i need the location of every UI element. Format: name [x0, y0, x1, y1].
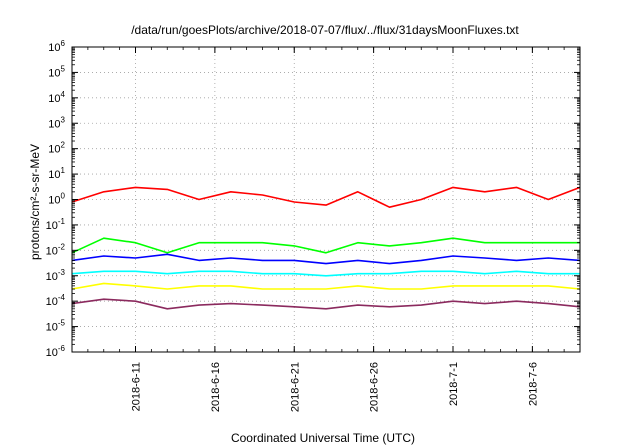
- y-tick-label: 101: [48, 166, 65, 181]
- y-tick-label: 106: [48, 39, 65, 54]
- y-tick-label: 10-5: [46, 319, 66, 334]
- x-axis-title: Coordinated Universal Time (UTC): [231, 431, 415, 445]
- plot-frame: [71, 46, 581, 353]
- y-tick-label: 10-2: [46, 242, 66, 257]
- y-tick-label: 10-6: [46, 344, 66, 359]
- series-line-1: [71, 186, 581, 208]
- y-tick-label: 105: [48, 64, 65, 79]
- series-line-2: [71, 237, 580, 254]
- y-axis-title: protons/cm²-s-sr-MeV: [28, 144, 42, 260]
- x-tick-label: 2018-6-21: [289, 362, 301, 412]
- chart-title: /data/run/goesPlots/archive/2018-07-07/f…: [131, 23, 519, 37]
- series-line-3: [71, 270, 580, 277]
- y-tick-label: 102: [48, 141, 65, 156]
- x-tick-label: 2018-7-1: [448, 362, 460, 406]
- series-layer: [71, 186, 581, 310]
- y-tick-label: 104: [48, 90, 65, 105]
- y-tick-label: 10-1: [46, 217, 66, 232]
- grid: [72, 47, 580, 352]
- series-line-4: [71, 253, 581, 265]
- y-tick-label: 103: [48, 115, 65, 130]
- x-tick-label: 2018-7-6: [527, 362, 539, 406]
- x-tick-label: 2018-6-11: [131, 362, 143, 411]
- series-line-5: [71, 282, 581, 290]
- y-tick-label: 10-3: [46, 268, 66, 283]
- x-tick-label: 2018-6-26: [369, 362, 381, 412]
- y-tick-label: 100: [48, 192, 65, 207]
- series-line-6: [71, 298, 581, 310]
- axes: 10-6 10-5 10-4 10-3 10-2 10-1 100 101 102 103 104 1…: [46, 39, 581, 412]
- x-tick-label: 2018-6-16: [210, 362, 222, 412]
- y-tick-label: 10-4: [46, 293, 66, 308]
